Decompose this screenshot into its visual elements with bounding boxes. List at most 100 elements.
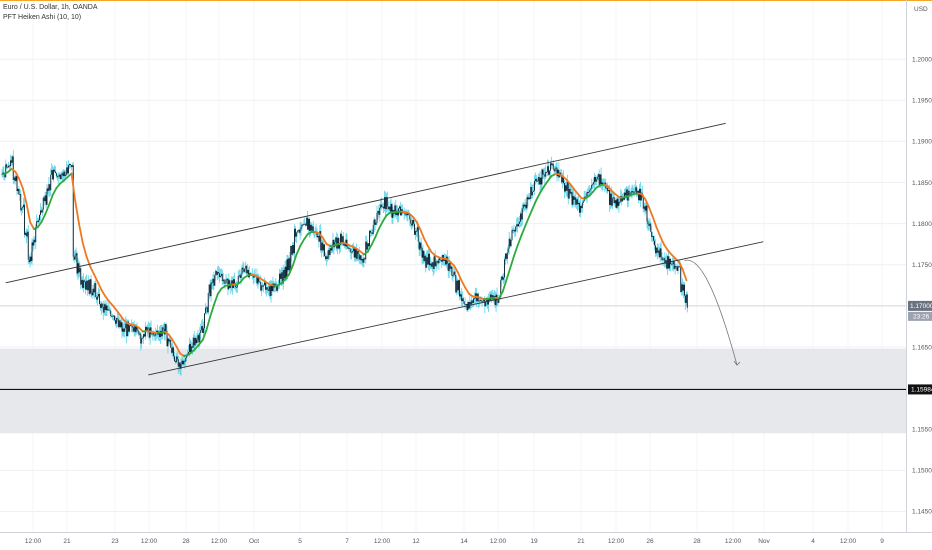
candle-body [219, 273, 220, 278]
x-tick-label: 5 [298, 538, 302, 545]
indicator-title[interactable]: PFT Heiken Ashi (10, 10) [3, 14, 82, 21]
candle-body [652, 236, 654, 237]
candle-body [239, 275, 241, 278]
candle-body [65, 174, 67, 177]
candle-body [388, 206, 390, 210]
candle-body [531, 187, 533, 196]
candle-body [341, 236, 343, 244]
candle-body [166, 331, 168, 347]
candle-body [69, 164, 70, 166]
candle-body [422, 250, 424, 258]
candle-body [651, 231, 653, 237]
candle-body [449, 262, 451, 269]
ha-line-down-segment [423, 237, 429, 247]
candle-body [256, 275, 258, 284]
candle-body [656, 247, 658, 253]
candle-body [141, 338, 143, 344]
x-tick-label: 12:00 [141, 538, 158, 545]
candle-body [386, 197, 388, 207]
candle-body [206, 307, 208, 313]
candle-body [526, 197, 528, 209]
support-zone[interactable] [0, 348, 906, 434]
candle-body [497, 300, 499, 303]
candle-body [519, 213, 521, 222]
ha-line-up-segment [378, 220, 384, 230]
candle-body [41, 209, 43, 213]
ha-line-down-segment [29, 221, 35, 230]
forecast-arrow[interactable] [684, 259, 738, 366]
candle-body [457, 280, 459, 291]
x-tick-label: 23 [111, 538, 119, 545]
ha-line-down-segment [85, 255, 92, 268]
candle-body [21, 208, 23, 211]
x-tick-label: 26 [646, 538, 654, 545]
candle-body [277, 284, 279, 291]
candle-body [384, 197, 385, 209]
candle-body [657, 250, 659, 253]
candle-body [535, 178, 537, 182]
candle-body [615, 200, 617, 208]
candle-body [369, 230, 370, 247]
candle-body [286, 259, 288, 279]
candle-body [172, 347, 174, 353]
candle-body [91, 292, 93, 296]
candle-body [210, 282, 212, 297]
candle-body [84, 281, 86, 290]
candle-body [472, 300, 474, 303]
candle-body [590, 188, 592, 190]
candle-body [9, 160, 11, 167]
candle-body [673, 261, 675, 269]
candle-body [599, 174, 601, 187]
candle-body [82, 279, 84, 288]
x-tick-label: 12:00 [374, 538, 391, 545]
candle-body [261, 285, 263, 291]
candle-body [568, 188, 570, 199]
candle-body [622, 196, 624, 202]
ha-line-up-segment [213, 293, 219, 306]
candle-body [394, 205, 396, 214]
channel-upper-line[interactable] [5, 122, 726, 284]
candle-body [412, 219, 414, 226]
candle-body [335, 237, 337, 243]
y-tick-label: 1.14500 [912, 509, 932, 516]
candle-body [181, 360, 183, 365]
candle-body [376, 212, 378, 223]
candle-body [290, 245, 292, 271]
candle-body [162, 327, 164, 329]
candle-body [342, 236, 344, 246]
candle-body [642, 197, 644, 209]
candle-body [247, 270, 249, 274]
ha-line-down-segment [25, 202, 32, 224]
candle-body [569, 188, 571, 194]
candle-body [89, 279, 91, 295]
x-tick-label: 12:00 [25, 538, 42, 545]
candle-body [112, 315, 114, 317]
candle-body [428, 253, 430, 265]
y-tick-label: 1.20000 [912, 57, 932, 64]
candle-body [245, 265, 247, 269]
candle-body [395, 205, 397, 216]
symbol-title[interactable]: Euro / U.S. Dollar, 1h, OANDA [3, 4, 98, 11]
candle-body [154, 335, 156, 337]
candle-body [114, 315, 115, 321]
candle-body [441, 259, 443, 262]
candle-body [434, 256, 436, 267]
candle-body [282, 270, 284, 284]
candle-body [678, 266, 680, 268]
candle-body [225, 279, 227, 284]
candle-body [160, 330, 162, 337]
candle-body [631, 191, 633, 192]
candle-body [430, 263, 432, 267]
channel-lower-line[interactable] [148, 241, 764, 376]
ha-line-down-segment [74, 200, 80, 225]
candle-body [222, 279, 224, 282]
candle-body [504, 259, 505, 278]
candle-body [431, 262, 433, 267]
candle-body [649, 223, 651, 226]
candle-body [566, 181, 568, 191]
candle-body [397, 210, 399, 216]
candle-body [13, 177, 15, 180]
candle-body [164, 323, 166, 335]
candle-body [662, 259, 664, 261]
